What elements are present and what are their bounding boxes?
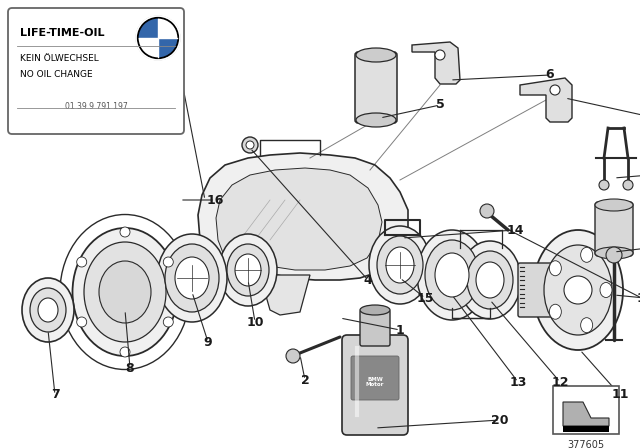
FancyBboxPatch shape	[342, 335, 408, 435]
Circle shape	[163, 317, 173, 327]
Polygon shape	[520, 78, 572, 122]
Circle shape	[550, 85, 560, 95]
Circle shape	[564, 276, 592, 304]
Ellipse shape	[377, 236, 423, 294]
Ellipse shape	[459, 241, 521, 319]
Polygon shape	[563, 402, 609, 426]
Ellipse shape	[356, 113, 396, 127]
Ellipse shape	[417, 230, 487, 320]
Text: 1: 1	[396, 323, 404, 336]
Text: KEIN ÖLWECHSEL: KEIN ÖLWECHSEL	[20, 54, 99, 63]
FancyBboxPatch shape	[355, 52, 397, 123]
Text: 01 39 9 791 197: 01 39 9 791 197	[65, 102, 127, 111]
Circle shape	[136, 16, 180, 60]
Text: 15: 15	[416, 292, 434, 305]
Text: 6: 6	[546, 69, 554, 82]
Text: LIFE-TIME-OIL: LIFE-TIME-OIL	[20, 28, 104, 38]
Text: 10: 10	[246, 315, 264, 328]
Ellipse shape	[84, 242, 166, 342]
Ellipse shape	[544, 245, 612, 335]
Ellipse shape	[425, 240, 479, 310]
Ellipse shape	[99, 261, 151, 323]
Text: 4: 4	[364, 273, 372, 287]
Ellipse shape	[30, 288, 66, 332]
Text: 18: 18	[639, 241, 640, 254]
Ellipse shape	[533, 230, 623, 350]
Wedge shape	[139, 38, 158, 57]
Circle shape	[242, 137, 258, 153]
Ellipse shape	[369, 226, 431, 304]
Circle shape	[286, 349, 300, 363]
Text: 20: 20	[492, 414, 509, 426]
Text: 2: 2	[301, 374, 309, 387]
Ellipse shape	[386, 247, 414, 283]
Polygon shape	[198, 153, 408, 280]
Ellipse shape	[467, 251, 513, 309]
Ellipse shape	[157, 234, 227, 322]
Text: NO OIL CHANGE: NO OIL CHANGE	[20, 70, 93, 79]
Polygon shape	[563, 426, 609, 432]
Ellipse shape	[72, 228, 177, 356]
Text: 14: 14	[506, 224, 524, 237]
FancyBboxPatch shape	[360, 310, 390, 346]
Circle shape	[120, 347, 130, 357]
Text: BMW
Motor: BMW Motor	[366, 377, 384, 388]
Circle shape	[599, 180, 609, 190]
Circle shape	[435, 50, 445, 60]
FancyBboxPatch shape	[595, 202, 633, 256]
Polygon shape	[260, 275, 310, 315]
Ellipse shape	[476, 262, 504, 298]
Text: 9: 9	[204, 336, 212, 349]
Ellipse shape	[600, 283, 612, 297]
Ellipse shape	[435, 253, 469, 297]
Ellipse shape	[38, 298, 58, 322]
Text: 11: 11	[611, 388, 628, 401]
Text: 17: 17	[636, 292, 640, 305]
Ellipse shape	[595, 199, 633, 211]
Text: 16: 16	[206, 194, 224, 207]
Text: 8: 8	[125, 362, 134, 375]
Ellipse shape	[360, 305, 390, 315]
Wedge shape	[158, 38, 177, 57]
Circle shape	[77, 257, 86, 267]
Polygon shape	[412, 42, 460, 84]
FancyBboxPatch shape	[518, 263, 552, 317]
Ellipse shape	[219, 234, 277, 306]
Circle shape	[120, 227, 130, 237]
Ellipse shape	[580, 247, 593, 263]
Ellipse shape	[235, 254, 261, 286]
Ellipse shape	[356, 48, 396, 62]
Ellipse shape	[549, 261, 561, 276]
Ellipse shape	[22, 278, 74, 342]
Circle shape	[606, 247, 622, 263]
Text: 12: 12	[551, 375, 569, 388]
FancyBboxPatch shape	[351, 356, 399, 400]
Circle shape	[623, 180, 633, 190]
Text: 13: 13	[509, 375, 527, 388]
Circle shape	[480, 204, 494, 218]
FancyBboxPatch shape	[8, 8, 184, 134]
Text: 5: 5	[436, 99, 444, 112]
Ellipse shape	[580, 318, 593, 333]
FancyBboxPatch shape	[553, 386, 619, 434]
Wedge shape	[158, 19, 177, 38]
Ellipse shape	[549, 304, 561, 319]
Ellipse shape	[165, 244, 219, 312]
Ellipse shape	[175, 257, 209, 299]
Ellipse shape	[227, 244, 269, 296]
Circle shape	[77, 317, 86, 327]
Polygon shape	[216, 168, 382, 270]
Text: 377605: 377605	[568, 440, 605, 448]
Circle shape	[246, 141, 254, 149]
Text: 7: 7	[51, 388, 60, 401]
Wedge shape	[139, 19, 158, 38]
Ellipse shape	[595, 247, 633, 259]
Circle shape	[163, 257, 173, 267]
